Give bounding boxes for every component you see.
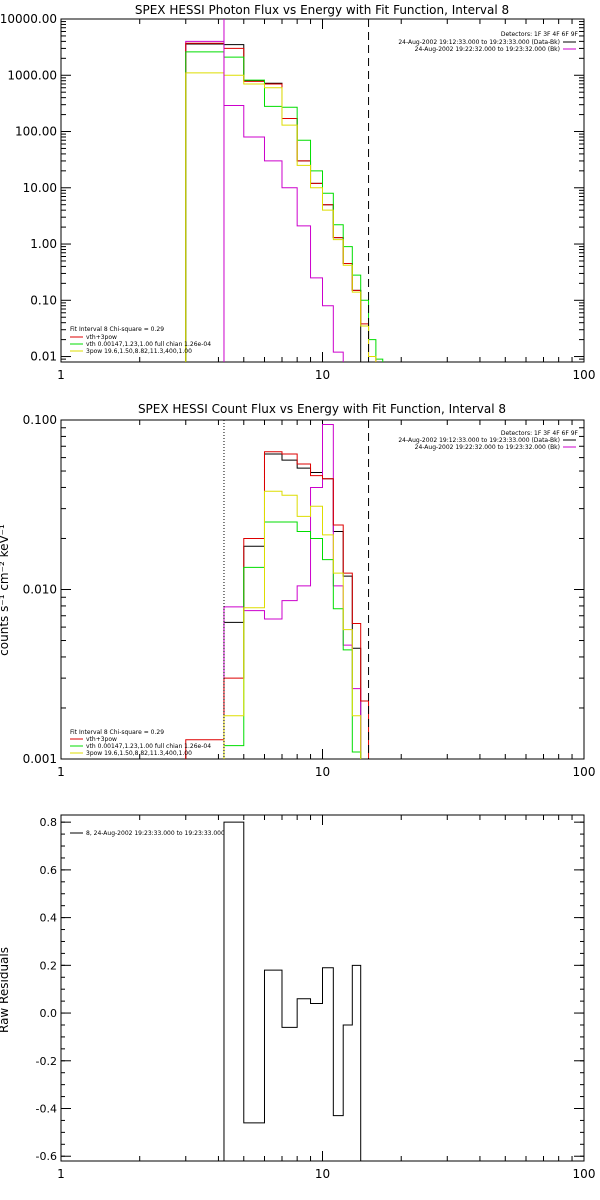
y-tick-label: 0.6: [40, 864, 58, 877]
count-flux-title: SPEX HESSI Count Flux vs Energy with Fit…: [138, 402, 506, 416]
legend-bk: 24-Aug-2002 19:22:32.000 to 19:23:32.000…: [415, 46, 560, 53]
residuals-series: [223, 821, 362, 1161]
y-tick-label: -0.4: [36, 1103, 57, 1116]
photon-flux-legend-topright: Detectors: 1F 3F 4F 6F 9F 24-Aug-2002 19…: [398, 31, 578, 53]
y-tick-label: 0.100: [23, 413, 57, 427]
y-tick-label: 1.00: [30, 237, 57, 251]
series-line-0: [223, 821, 362, 1161]
y-tick-label: 0.8: [40, 816, 58, 829]
legend-vth-3pow-2: vth+3pow: [86, 736, 117, 743]
y-tick-label: 0.0: [40, 1007, 58, 1020]
photon-flux-legend-bottomleft: Fit Interval 8 Chi-square = 0.29 vth+3po…: [70, 326, 211, 355]
legend-detectors-2: Detectors: 1F 3F 4F 6F 9F: [501, 430, 579, 437]
photon-flux-series: [185, 40, 384, 362]
y-tick-label: 10.00: [23, 181, 57, 195]
x-tick-label: 1: [57, 368, 65, 382]
count-flux-series: [185, 424, 370, 759]
count-flux-ticks: 1 10 100 0.001 0.010 0.100: [23, 413, 596, 779]
legend-3pow-2: 3pow 19.6,1.50,8.82,11.3,400,1.00: [86, 750, 192, 757]
y-tick-label: 1000.00: [7, 68, 57, 82]
x-tick-label: 1: [57, 1167, 65, 1181]
legend-3pow: 3pow 19.6,1.50,8.82,11.3,400,1.00: [86, 348, 192, 355]
x-tick-label: 100: [573, 368, 596, 382]
y-tick-label: 0.01: [30, 350, 57, 364]
legend-vth: vth 0.00147,1.23,1.00 full chian 1.26e-0…: [86, 341, 211, 348]
y-tick-label: -0.2: [36, 1055, 57, 1068]
series-line-1: [185, 40, 344, 362]
y-tick-label: 100.00: [15, 125, 57, 139]
legend-vth-2: vth 0.00147,1.23,1.00 full chian 1.26e-0…: [86, 743, 211, 750]
residuals-ticks: 1 10 100 -0.6 -0.4 -0.2 0.0 0.2 0.4 0.6 0.8: [36, 815, 596, 1181]
series-line-4: [185, 72, 377, 362]
residuals-legend-text: 8, 24-Aug-2002 19:23:33.000 to 19:23:33.…: [86, 830, 225, 837]
y-tick-label: 0.001: [23, 752, 57, 766]
count-flux-vlines: [223, 420, 370, 759]
legend-data-bk: 24-Aug-2002 19:12:33.000 to 19:23:33.000…: [398, 39, 560, 46]
x-tick-label: 100: [573, 1167, 596, 1181]
x-tick-label: 100: [573, 765, 596, 779]
legend-data-bk-2: 24-Aug-2002 19:12:33.000 to 19:23:33.000…: [398, 437, 560, 444]
count-flux-legend-topright: Detectors: 1F 3F 4F 6F 9F 24-Aug-2002 19…: [398, 430, 578, 451]
count-flux-ylabel: counts s⁻¹ cm⁻² keV⁻¹: [0, 524, 11, 656]
y-tick-label: 0.4: [40, 912, 58, 925]
photon-flux-vlines: [223, 19, 370, 362]
x-tick-label: 10: [315, 1167, 330, 1181]
legend-vth-3pow: vth+3pow: [86, 334, 117, 341]
residuals-panel: Raw Residuals 1 10 100 -0.6 -0.4 -0.2 0.0 0.2 0.…: [0, 814, 596, 1181]
y-tick-label: 10000.00: [0, 12, 57, 26]
series-line-4: [223, 490, 362, 759]
series-line-0: [223, 453, 362, 759]
x-tick-label: 10: [315, 765, 330, 779]
fit-interval-label: Fit Interval 8 Chi-square = 0.29: [70, 326, 164, 333]
x-tick-label: 10: [315, 368, 330, 382]
y-tick-label: 0.10: [30, 293, 57, 307]
series-line-2: [185, 451, 370, 759]
photon-flux-ticks: 1 10 100 0.01 0.10 1.00 10.00 100.00 1000.00 1000…: [0, 12, 595, 382]
residuals-legend: 8, 24-Aug-2002 19:23:33.000 to 19:23:33.…: [70, 830, 225, 837]
photon-flux-title: SPEX HESSI Photon Flux vs Energy with Fi…: [135, 3, 509, 17]
series-line-3: [223, 521, 362, 759]
count-flux-legend-bottomleft: Fit Interval 8 Chi-square = 0.29 vth+3po…: [70, 729, 211, 757]
count-flux-panel: SPEX HESSI Count Flux vs Energy with Fit…: [0, 402, 595, 779]
legend-detectors: Detectors: 1F 3F 4F 6F 9F: [501, 31, 579, 38]
photon-flux-panel: SPEX HESSI Photon Flux vs Energy with Fi…: [0, 3, 595, 382]
x-tick-label: 1: [57, 765, 65, 779]
series-line-0: [185, 43, 362, 362]
y-tick-label: -0.6: [36, 1150, 57, 1163]
residuals-ylabel: Raw Residuals: [0, 947, 11, 1033]
y-tick-label: 0.010: [23, 583, 57, 597]
series-line-1: [223, 424, 362, 759]
fit-interval-label-2: Fit Interval 8 Chi-square = 0.29: [70, 729, 164, 736]
series-line-3: [185, 51, 384, 362]
series-line-2: [185, 42, 377, 362]
y-tick-label: 0.2: [40, 959, 58, 972]
legend-bk-2: 24-Aug-2002 19:22:32.000 to 19:23:32.000…: [415, 444, 560, 451]
